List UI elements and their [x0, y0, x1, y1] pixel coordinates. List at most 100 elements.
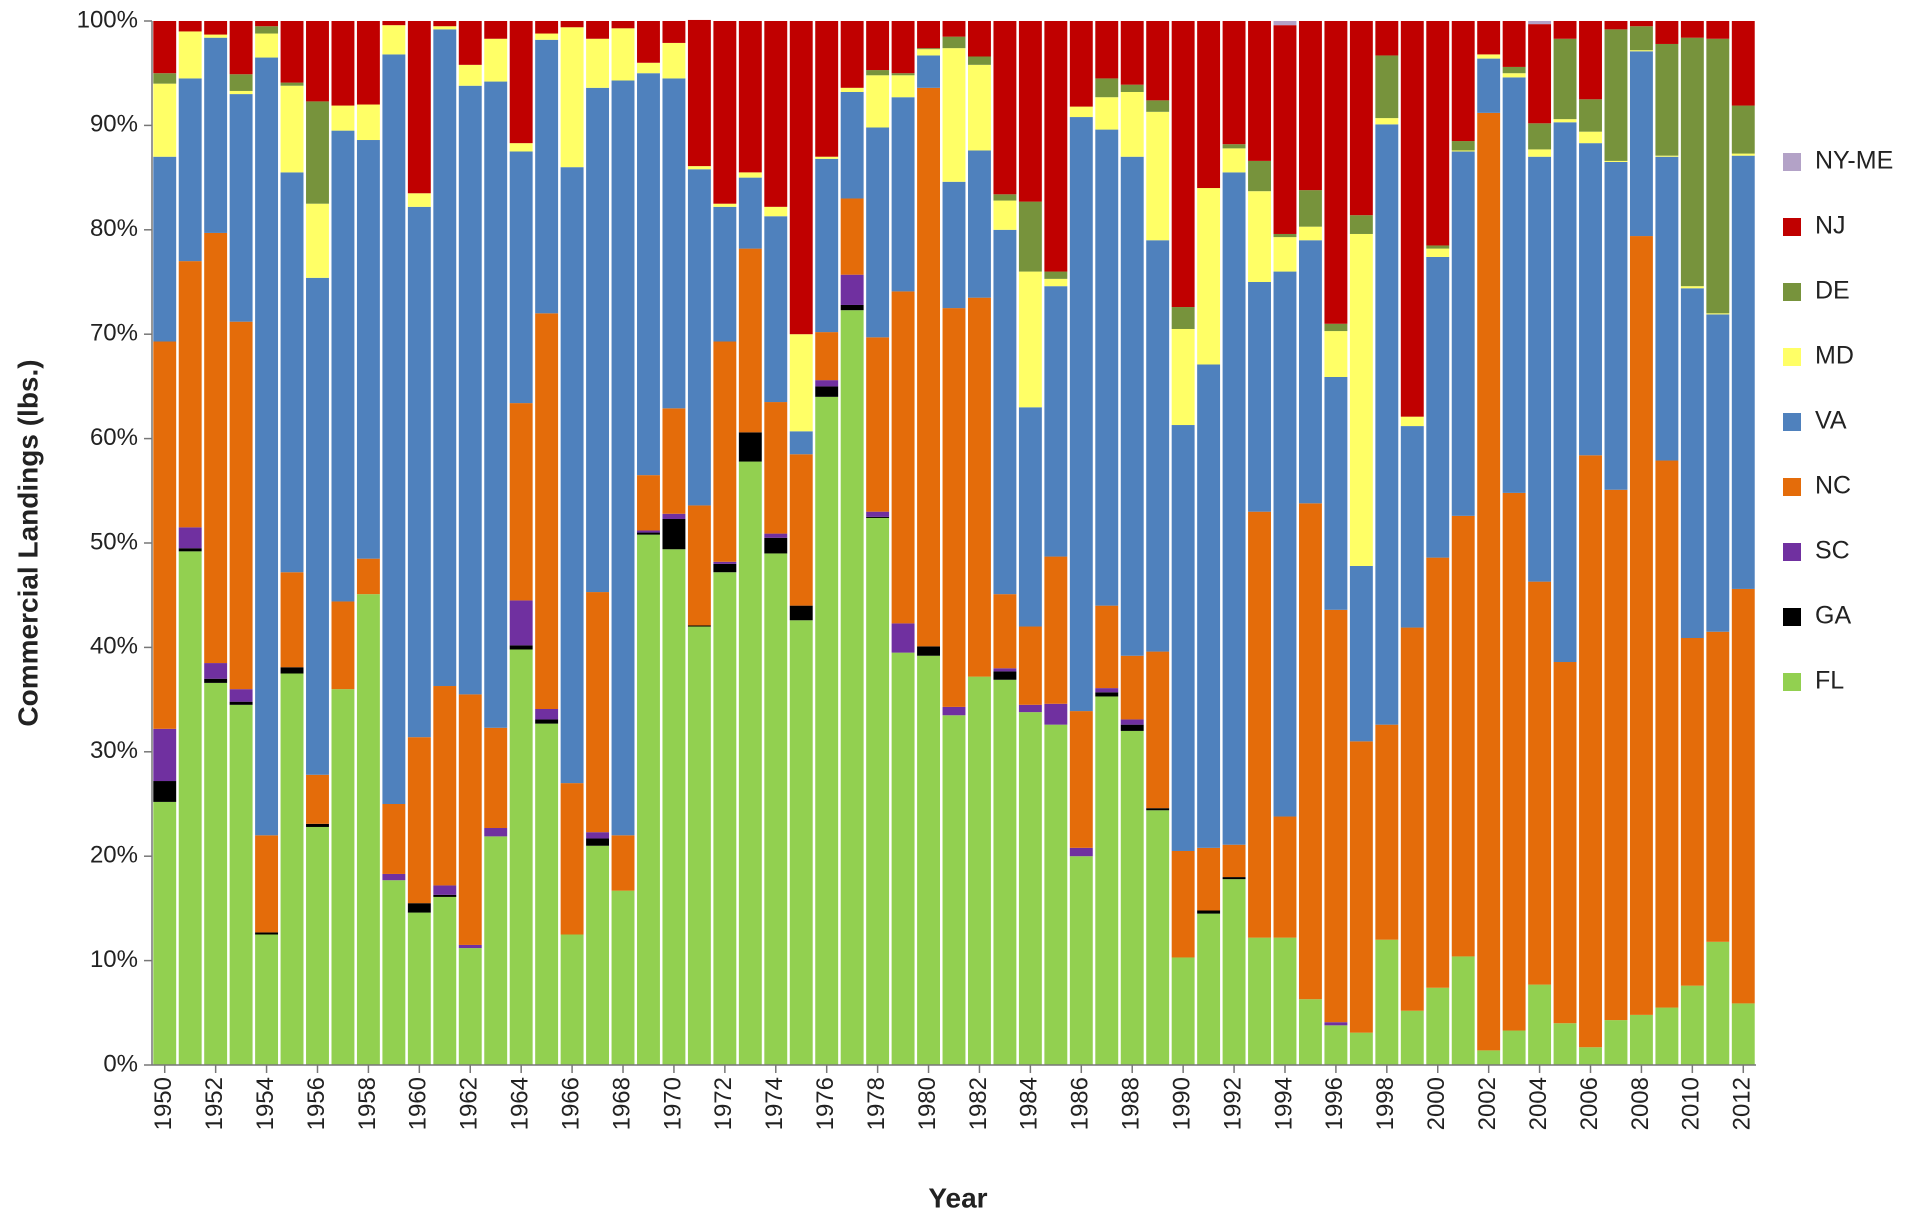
bar-segment	[204, 663, 228, 679]
bar-segment	[458, 64, 482, 86]
bar-segment	[1349, 233, 1373, 566]
bar-segment	[1018, 712, 1042, 1065]
bar-segment	[204, 682, 228, 1065]
bar-segment	[1222, 879, 1246, 1065]
bar-segment	[153, 728, 177, 782]
bar-segment	[662, 42, 686, 79]
bar-segment	[1528, 149, 1552, 157]
x-tick-label: 1952	[201, 1077, 228, 1130]
bar-segment	[738, 248, 762, 433]
bar-segment	[1451, 515, 1475, 957]
bar-segment	[1324, 609, 1348, 1023]
bar-segment	[993, 671, 1017, 680]
x-tick-label: 1970	[659, 1077, 686, 1130]
bar-segment	[1731, 155, 1755, 589]
bar-segment	[1120, 156, 1144, 656]
bar-segment	[229, 704, 253, 1065]
bar-segment	[1477, 54, 1501, 59]
bar-segment	[993, 21, 1017, 195]
bar-segment	[1146, 21, 1170, 101]
legend-swatch	[1783, 413, 1801, 431]
bar-segment	[1095, 78, 1119, 98]
bar-segment	[611, 80, 635, 836]
bar-segment	[866, 517, 890, 1065]
bar-segment	[1680, 985, 1704, 1065]
y-tick-label: 40%	[90, 633, 138, 660]
bar-segment	[1273, 271, 1297, 817]
bar-segment	[764, 21, 788, 207]
bar-segment	[713, 21, 737, 204]
legend-swatch	[1783, 283, 1801, 301]
bar-segment	[1146, 240, 1170, 652]
bar-segment	[1324, 1025, 1348, 1065]
legend-swatch	[1783, 348, 1801, 366]
bar-segment	[637, 534, 660, 1065]
bar-segment	[1069, 847, 1093, 857]
bar-segment	[1044, 271, 1068, 279]
bar-segment	[1298, 999, 1322, 1065]
bar-segment	[840, 304, 864, 311]
bar-segment	[1731, 1003, 1755, 1065]
bar-segment	[153, 73, 177, 84]
bar-segment	[560, 783, 584, 935]
bar-segment	[204, 232, 228, 664]
bar-segment	[1324, 1022, 1348, 1026]
bar-segment	[178, 551, 202, 1065]
legend-swatch	[1783, 673, 1801, 691]
bar-segment	[1222, 144, 1246, 149]
bar-segment	[764, 537, 788, 554]
bar-segment	[1324, 331, 1348, 378]
bar-segment	[1731, 153, 1755, 156]
bar-segment	[637, 475, 660, 531]
bar-segment	[1629, 51, 1653, 237]
bar-segment	[382, 25, 406, 55]
x-tick-label: 1992	[1219, 1077, 1246, 1130]
bar-segment	[1502, 1030, 1526, 1065]
bar-segment	[1095, 696, 1119, 1065]
bar-segment	[789, 21, 813, 335]
bar-segment	[1706, 21, 1730, 39]
bar-segment	[586, 87, 610, 593]
bar-segment	[662, 518, 686, 550]
bar-segment	[1528, 123, 1552, 150]
bar-segment	[535, 33, 559, 40]
bar-segment	[331, 689, 355, 1065]
bar-segment	[917, 655, 940, 1065]
bar-segment	[1451, 141, 1475, 151]
bar-segment	[1273, 21, 1297, 26]
bar-segment	[1248, 191, 1271, 282]
bar-segment	[968, 56, 991, 65]
bar-segment	[942, 36, 966, 49]
bar-segment	[815, 332, 839, 381]
bar-segment	[586, 845, 610, 1065]
bar-segment	[993, 200, 1017, 230]
bar-segment	[255, 26, 279, 34]
legend-label: NC	[1815, 472, 1851, 500]
bar-segment	[1298, 503, 1322, 1000]
bar-segment	[1044, 556, 1068, 704]
bar-segment	[1502, 21, 1526, 67]
bar-segment	[789, 620, 813, 1065]
bar-segment	[382, 804, 406, 874]
bar-segment	[331, 21, 355, 106]
bar-segment	[433, 29, 457, 687]
bar-segment	[713, 203, 737, 207]
bar-segment	[637, 21, 660, 63]
bar-segment	[1349, 565, 1373, 742]
bar-segment	[993, 194, 1017, 201]
bar-segment	[1604, 29, 1628, 161]
bar-segment	[1426, 256, 1450, 558]
x-tick-label: 1972	[710, 1077, 737, 1130]
bar-segment	[1146, 808, 1170, 811]
x-tick-label: 1996	[1321, 1077, 1348, 1130]
bar-segment	[458, 21, 482, 65]
bar-segment	[942, 706, 966, 716]
bar-segment	[535, 313, 559, 709]
bar-segment	[1018, 626, 1042, 705]
bar-segment	[840, 91, 864, 199]
bar-segment	[382, 21, 406, 26]
bar-segment	[687, 166, 711, 170]
bar-segment	[1044, 724, 1068, 1065]
bar-segment	[662, 408, 686, 514]
bar-segment	[1426, 21, 1450, 246]
